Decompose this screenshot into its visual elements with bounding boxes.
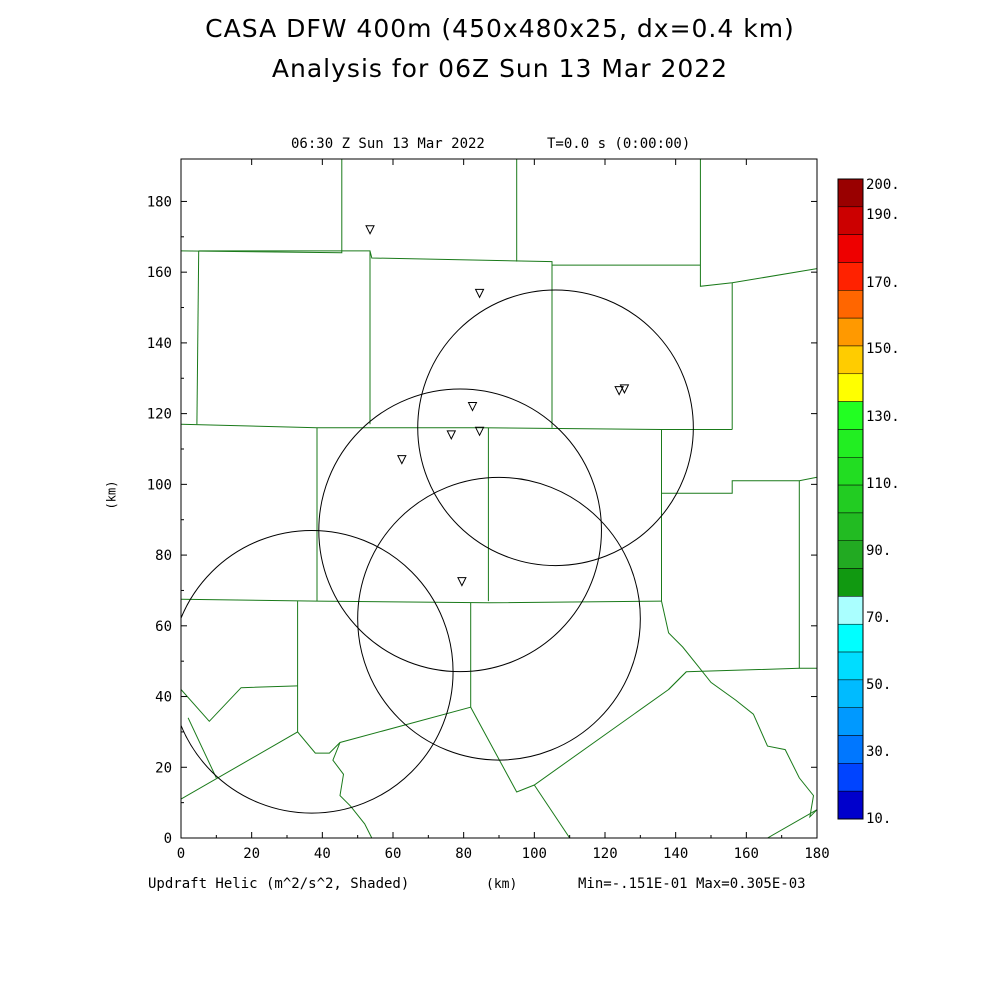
colorbar-segment — [837, 651, 864, 681]
county-boundary-line — [181, 423, 733, 430]
radar-station-markers — [365, 225, 630, 587]
y-tick-label: 0 — [164, 831, 172, 847]
radar-station-marker — [365, 225, 375, 235]
integration-time-label: T=0.0 s (0:00:00) — [547, 136, 691, 152]
colorbar-segment — [837, 540, 864, 569]
y-tick-label: 80 — [155, 548, 172, 564]
y-tick-label: 20 — [155, 760, 172, 776]
colorbar-segment — [837, 290, 864, 319]
x-tick-label: 140 — [663, 846, 688, 862]
colorbar-segment — [837, 262, 864, 291]
county-boundary-line — [332, 742, 373, 838]
colorbar-label: 190. — [866, 207, 900, 223]
y-tick-label: 140 — [147, 336, 172, 352]
axis-ticks: 0 20 40 60 80 100 120 140 160 180 0 20 40 60 80 100 120 1… — [147, 159, 830, 862]
x-tick-label: 80 — [455, 846, 472, 862]
x-tick-label: 40 — [314, 846, 331, 862]
colorbar-segment — [837, 373, 864, 402]
county-boundary-line — [196, 250, 200, 425]
y-tick-label: 160 — [147, 265, 172, 281]
x-tick-label: 60 — [385, 846, 402, 862]
colorbar-label: 200. — [866, 177, 900, 193]
colorbar-segment — [837, 429, 864, 458]
county-boundary-line — [767, 809, 817, 838]
county-boundary-line — [661, 600, 817, 819]
radar-range-circle — [318, 388, 602, 673]
colorbar-label: 10. — [866, 811, 891, 827]
radar-station-marker — [474, 288, 485, 299]
colorbar: 200. 190. 170. 150. 130. 110. 90. 70. 50. 30. 10. — [837, 177, 900, 827]
radar-station-marker — [446, 430, 457, 440]
x-tick-label: 0 — [177, 846, 185, 862]
colorbar-label: 50. — [866, 677, 891, 693]
colorbar-label: 90. — [866, 543, 891, 559]
x-tick-label: 160 — [734, 846, 759, 862]
radar-station-marker — [474, 426, 485, 437]
valid-time-label: 06:30 Z Sun 13 Mar 2022 — [291, 136, 485, 152]
radar-range-circle — [417, 289, 694, 567]
colorbar-segment — [837, 623, 864, 653]
county-boundary-line — [181, 685, 298, 723]
y-tick-label: 40 — [155, 690, 172, 706]
colorbar-segment — [837, 707, 864, 736]
y-tick-label: 100 — [147, 477, 172, 493]
colorbar-frame — [837, 178, 864, 820]
colorbar-segment — [837, 345, 864, 375]
chart-title-line1: CASA DFW 400m (450x480x25, dx=0.4 km) — [205, 14, 795, 43]
radar-station-marker — [619, 384, 630, 394]
colorbar-segment — [837, 457, 864, 486]
radar-station-marker — [397, 455, 407, 465]
chart-title-line2: Analysis for 06Z Sun 13 Mar 2022 — [271, 54, 729, 83]
x-tick-label: 100 — [522, 846, 547, 862]
radar-station-marker — [467, 402, 478, 412]
min-max-label: Min=-.151E-01 Max=0.305E-03 — [578, 876, 806, 892]
county-boundary-line — [187, 717, 217, 779]
radar-range-circle — [357, 476, 641, 761]
colorbar-label: 130. — [866, 409, 900, 425]
county-boundary-line — [668, 671, 687, 690]
x-tick-label: 120 — [592, 846, 617, 862]
colorbar-label: 70. — [866, 610, 891, 626]
colorbar-label: 30. — [866, 744, 891, 760]
x-tick-label: 180 — [804, 846, 829, 862]
colorbar-segment — [837, 763, 864, 792]
y-tick-label: 60 — [155, 619, 172, 635]
colorbar-segment — [837, 596, 864, 625]
colorbar-segment — [837, 317, 864, 347]
colorbar-segment — [837, 234, 864, 263]
colorbar-segment — [837, 568, 864, 597]
county-boundary-line — [181, 667, 800, 800]
colorbar-label: 110. — [866, 476, 900, 492]
colorbar-segment — [837, 512, 864, 541]
colorbar-segment — [837, 206, 864, 235]
x-axis-label: (km) — [486, 877, 518, 892]
county-boundary-line — [198, 250, 701, 266]
county-boundary-line — [533, 784, 571, 838]
county-boundary-line — [699, 159, 817, 287]
colorbar-segment — [837, 735, 864, 764]
colorbar-label: 150. — [866, 341, 900, 357]
colorbar-segment — [837, 178, 864, 208]
county-boundary-line — [181, 598, 662, 604]
county-boundary-line — [181, 159, 343, 254]
y-tick-label: 120 — [147, 407, 172, 423]
county-boundaries — [181, 159, 817, 838]
radar-range-circles — [181, 289, 694, 814]
county-boundary-line — [661, 476, 817, 494]
colorbar-segment — [837, 790, 864, 820]
radar-station-marker — [457, 577, 467, 587]
colorbar-label: 170. — [866, 275, 900, 291]
radar-station-marker — [614, 386, 624, 396]
x-tick-label: 20 — [243, 846, 260, 862]
colorbar-segment — [837, 484, 864, 514]
county-boundary-line — [798, 480, 817, 669]
colorbar-segment — [837, 679, 864, 708]
colorbar-segment — [837, 401, 864, 430]
y-tick-label: 180 — [147, 194, 172, 210]
field-label: Updraft Helic (m^2/s^2, Shaded) — [148, 876, 410, 892]
